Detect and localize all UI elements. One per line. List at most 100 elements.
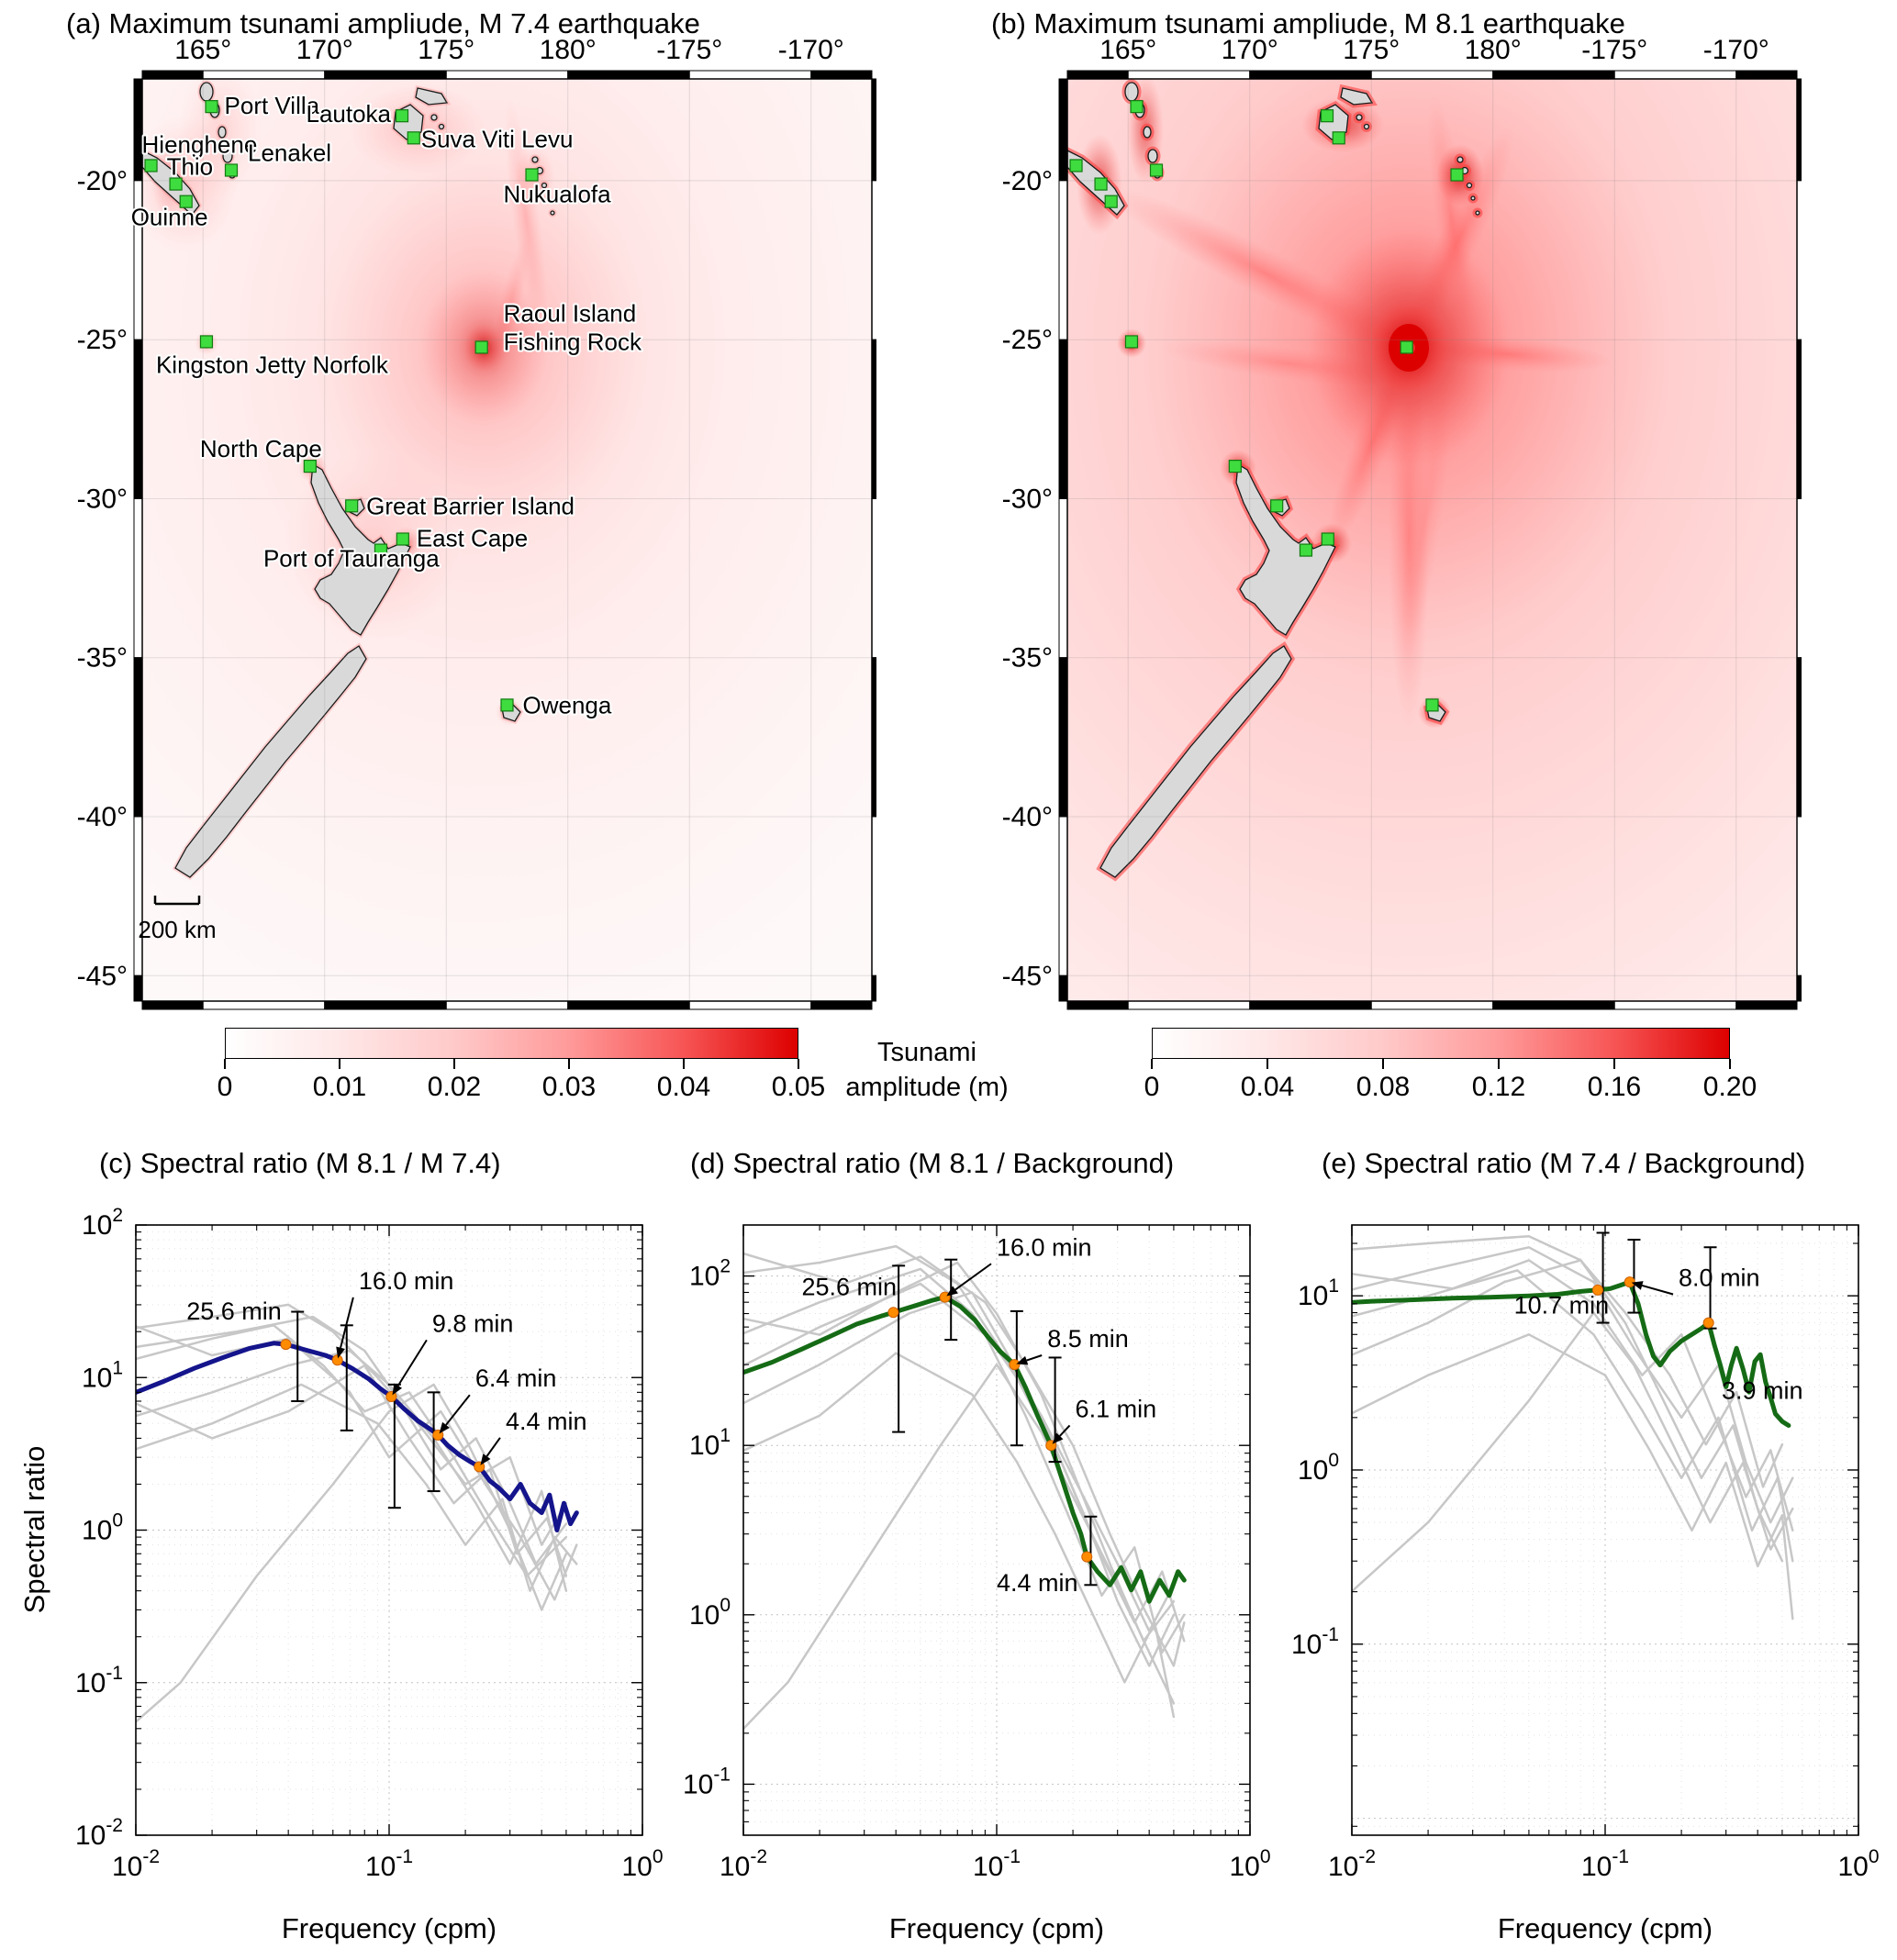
tick-label: 10-1 [1291, 1624, 1339, 1660]
lon-tick-label: 165° [174, 35, 231, 65]
colorbar-label-line1: Tsunami [877, 1038, 976, 1067]
map-frame-layer: 165° 170° 175° 180° -175° -170° -20° -25° -30° -3… [77, 35, 876, 1010]
background-spectra-line [1352, 1269, 1794, 1563]
colorbar-tick-label: 0.12 [1471, 1072, 1526, 1102]
station-marker [1321, 532, 1334, 546]
colorbar-tick-label: 0.16 [1587, 1072, 1642, 1102]
map-frame-layer: 165° 170° 175° 180° -175° -170° -20° -25° -30° -3… [1002, 35, 1802, 1010]
chart-c-content: 25.6 min 16.0 min 9.8 min 6.4 min 4.4 min 10-… [75, 1205, 664, 1944]
station-label: Kingston Jetty Norfolk [156, 351, 389, 378]
lon-tick-label: -175° [656, 35, 722, 65]
colorbar-tick-label: 0.08 [1356, 1072, 1411, 1102]
period-annotation: 8.5 min [1047, 1325, 1129, 1353]
lat-tick-label: -45° [77, 961, 128, 991]
tick-label: 101 [689, 1425, 731, 1461]
background-spectra-line [136, 1364, 568, 1577]
chart-panel-d: 25.6 min 16.0 min 8.5 min 6.1 min 4.4 min 10-… [683, 1224, 1271, 1944]
colorbar-tick-label: 0.05 [771, 1072, 826, 1102]
tick-label: 10-1 [683, 1764, 731, 1799]
station-label: Great Barrier Island [366, 492, 575, 519]
tick-label: 100 [1298, 1450, 1339, 1486]
period-marker [331, 1354, 343, 1366]
station-marker [1104, 195, 1118, 208]
background-spectra-line [136, 1383, 578, 1592]
station-marker [1069, 159, 1083, 173]
colorbar-b: 0 0.04 0.08 0.12 0.16 0.20 [1144, 1028, 1757, 1112]
colorbar-tick-label: 0.04 [656, 1072, 711, 1102]
lon-tick-label: 170° [296, 35, 353, 65]
station-label: Hienghene [142, 130, 258, 158]
lat-tick-label: -20° [77, 166, 128, 196]
chart-panel-c: 25.6 min 16.0 min 9.8 min 6.4 min 4.4 min 10-… [75, 1205, 664, 1944]
colorbar-tick [339, 1059, 340, 1069]
station-marker [169, 177, 183, 191]
station-marker [407, 131, 420, 145]
station-marker [144, 159, 158, 173]
panel-a-title: (a) Maximum tsunami ampliude, M 7.4 eart… [66, 7, 700, 39]
period-marker [1591, 1284, 1603, 1296]
tick-label: 10-2 [1328, 1846, 1376, 1882]
lat-tick-label: -20° [1002, 166, 1053, 196]
mean-spectral-ratio-curve [1352, 1279, 1791, 1428]
tick-label: 10-2 [75, 1815, 123, 1851]
colorbar-tick-label: 0 [217, 1072, 233, 1102]
tick-label: 10-2 [720, 1846, 767, 1882]
station-marker [224, 163, 239, 177]
panel-e-title: (e) Spectral ratio (M 7.4 / Background) [1322, 1147, 1806, 1179]
colorbar-a-bar [225, 1028, 798, 1059]
chart-panel-e: 10.7 min 8.0 min 3.9 min 10-2 10-1 100 10-1 100… [1291, 1224, 1880, 1944]
map-panel-b: 165° 170° 175° 180° -175° -170° -20° -25° -30° -3… [1002, 35, 1802, 1010]
scalebar-label: 200 km [138, 916, 216, 943]
station-label: Lenakel [248, 139, 331, 166]
period-annotation: 16.0 min [997, 1233, 1092, 1261]
panel-b-title: (b) Maximum tsunami ampliude, M 8.1 eart… [991, 7, 1625, 39]
station-marker [199, 335, 214, 349]
colorbar-a: 0 0.01 0.02 0.03 0.04 0.05 [218, 1028, 825, 1112]
colorbar-tick [453, 1059, 455, 1069]
tick-label: 100 [1229, 1846, 1270, 1882]
annotation-arrow [1026, 1354, 1043, 1362]
colorbar-tick-label: 0 [1144, 1072, 1160, 1102]
colorbar-b-bar [1152, 1028, 1730, 1059]
map-a-heatmap [142, 79, 872, 1001]
station-marker [303, 460, 317, 473]
lon-tick-label: 180° [1465, 35, 1522, 65]
mean-spectral-ratio-curve [136, 1341, 579, 1532]
tick-label: 10-1 [1581, 1846, 1629, 1882]
station-label: Port of Tauranga [263, 545, 440, 573]
tick-label: 10-1 [365, 1846, 413, 1882]
period-marker [1702, 1317, 1714, 1329]
lat-tick-label: -25° [77, 325, 128, 355]
lon-tick-label: 175° [418, 35, 474, 65]
annotation-arrow [445, 1394, 471, 1426]
tick-label: 10-1 [973, 1846, 1021, 1882]
station-label: Thio [167, 153, 214, 181]
station-marker [474, 340, 488, 354]
station-marker [345, 499, 359, 513]
x-axis-label: Frequency (cpm) [889, 1912, 1104, 1944]
colorbar-tick [683, 1059, 685, 1069]
station-marker [1400, 340, 1413, 354]
period-annotation: 25.6 min [801, 1273, 897, 1300]
period-marker [887, 1307, 899, 1319]
station-marker [1094, 177, 1108, 191]
map-panel-a: 165° 170° 175° 180° -175° -170° -20° -25° -30° -3… [77, 35, 876, 1010]
lat-tick-label: -25° [1002, 325, 1053, 355]
mean-spectral-ratio-curve [743, 1295, 1187, 1604]
background-spectra-line [743, 1252, 1186, 1667]
period-annotation: 3.9 min [1722, 1377, 1803, 1405]
lat-tick-label: -40° [1002, 802, 1053, 832]
panel-d-title: (d) Spectral ratio (M 8.1 / Background) [690, 1147, 1175, 1179]
colorbar-tick [1729, 1059, 1731, 1069]
period-annotation: 10.7 min [1514, 1291, 1610, 1319]
background-spectra-line [136, 1349, 568, 1592]
background-spectra-line [136, 1383, 568, 1724]
annotation-arrow [1641, 1284, 1674, 1296]
colorbar-label: Tsunami amplitude (m) [806, 1035, 1048, 1105]
station-label: Owenga [523, 691, 612, 718]
station-marker [205, 100, 218, 114]
station-label: Suva Viti Levu [421, 125, 574, 152]
tick-label: 102 [689, 1256, 731, 1292]
lat-tick-label: -40° [77, 802, 128, 832]
